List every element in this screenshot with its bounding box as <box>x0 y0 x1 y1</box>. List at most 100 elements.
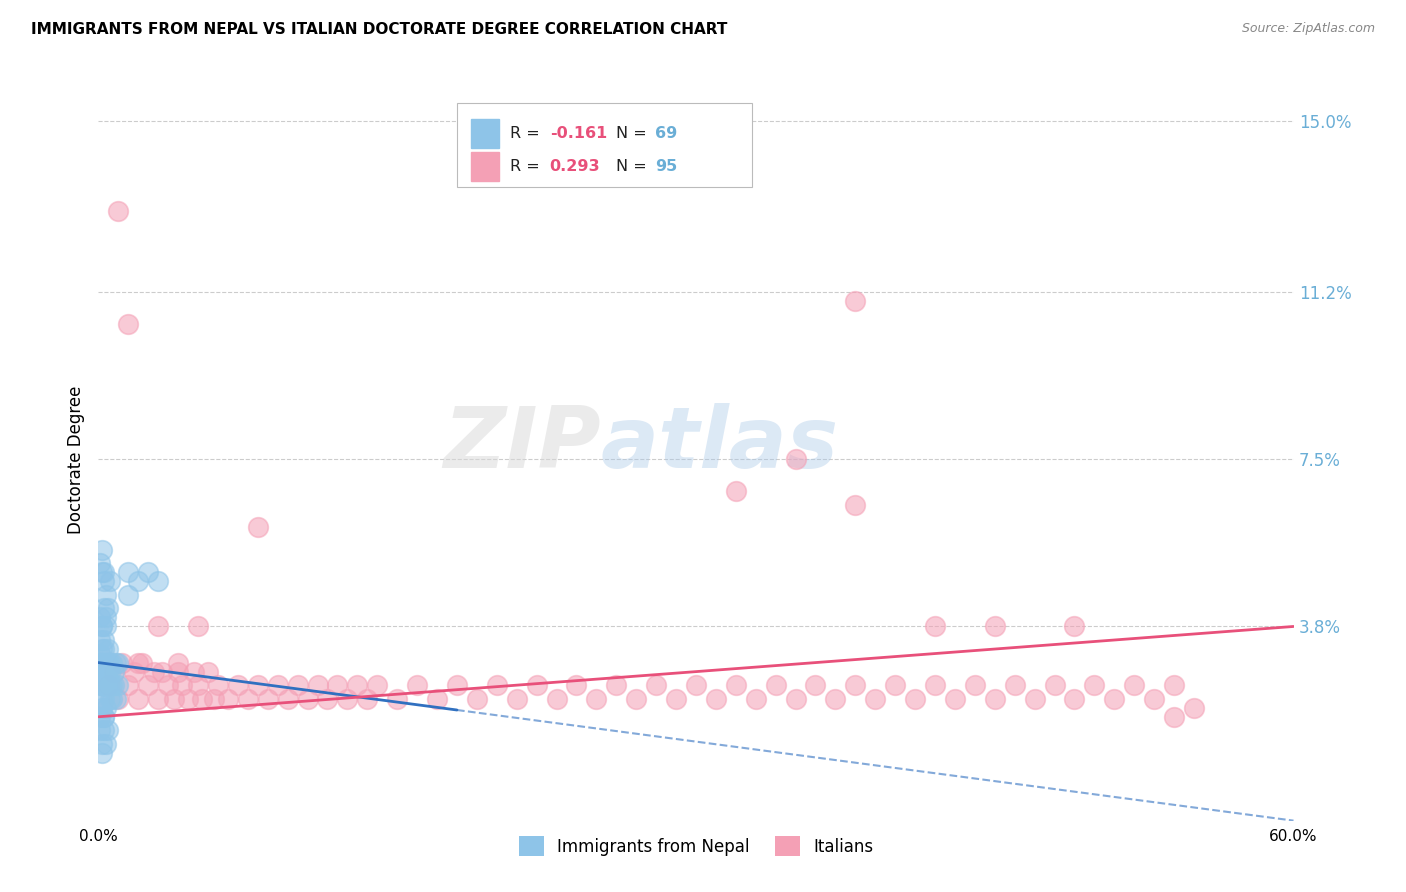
Text: R =: R = <box>510 126 546 141</box>
Point <box>207 678 229 692</box>
Point <box>785 452 807 467</box>
Point <box>366 678 388 692</box>
Point <box>406 678 429 692</box>
Point <box>93 691 115 706</box>
Point <box>963 678 986 692</box>
Point <box>804 678 827 692</box>
Text: R =: R = <box>510 159 546 174</box>
Point <box>724 483 747 498</box>
Point <box>107 678 129 692</box>
Point <box>1163 678 1185 692</box>
Point <box>105 656 128 670</box>
Point <box>326 678 349 692</box>
Point <box>96 619 118 633</box>
Point <box>103 665 125 679</box>
Point <box>117 317 139 331</box>
Point <box>157 678 180 692</box>
Point <box>131 656 153 670</box>
Point <box>336 691 359 706</box>
Point <box>107 691 129 706</box>
Point <box>1182 700 1205 714</box>
Point <box>307 678 329 692</box>
Point <box>93 710 115 724</box>
Point <box>844 678 866 692</box>
Point <box>297 691 319 706</box>
Point <box>89 647 111 661</box>
Point <box>316 691 339 706</box>
Point <box>98 691 122 706</box>
Point <box>148 574 170 589</box>
Text: N =: N = <box>616 159 652 174</box>
Point <box>97 678 120 692</box>
Point <box>217 691 239 706</box>
Point <box>93 574 115 589</box>
Point <box>150 665 173 679</box>
Point <box>277 691 299 706</box>
Point <box>246 678 269 692</box>
Point <box>665 691 688 706</box>
Point <box>93 678 115 692</box>
Point <box>924 619 946 633</box>
Point <box>91 642 114 657</box>
Point <box>97 723 120 738</box>
Point <box>865 691 887 706</box>
Point <box>465 691 488 706</box>
Point <box>89 723 111 738</box>
Point <box>96 737 118 751</box>
Point <box>546 691 568 706</box>
Point <box>187 619 209 633</box>
Point <box>226 678 249 692</box>
Point <box>93 642 115 657</box>
Point <box>103 678 125 692</box>
Point <box>96 665 118 679</box>
Point <box>183 665 205 679</box>
Point <box>984 619 1007 633</box>
Point <box>97 656 120 670</box>
Point <box>785 691 807 706</box>
Text: -0.161: -0.161 <box>550 126 607 141</box>
Point <box>91 656 114 670</box>
Text: IMMIGRANTS FROM NEPAL VS ITALIAN DOCTORATE DEGREE CORRELATION CHART: IMMIGRANTS FROM NEPAL VS ITALIAN DOCTORA… <box>31 22 727 37</box>
Point <box>148 691 170 706</box>
Point <box>111 656 134 670</box>
Point <box>127 691 149 706</box>
Point <box>98 678 122 692</box>
Point <box>704 691 727 706</box>
Point <box>177 691 200 706</box>
Point <box>117 566 139 580</box>
Point <box>287 678 309 692</box>
Point <box>1104 691 1126 706</box>
Point <box>107 204 129 219</box>
Point <box>356 691 378 706</box>
Point <box>96 678 118 692</box>
Point <box>246 520 269 534</box>
Point <box>91 737 114 751</box>
Point <box>97 642 120 657</box>
Point <box>101 656 124 670</box>
Text: 95: 95 <box>655 159 678 174</box>
Point <box>97 601 120 615</box>
Point <box>267 678 290 692</box>
Point <box>1063 619 1085 633</box>
Point <box>1063 691 1085 706</box>
Point <box>172 678 194 692</box>
Point <box>93 678 115 692</box>
Point <box>256 691 278 706</box>
Point <box>98 574 122 589</box>
Point <box>97 678 120 692</box>
Point <box>124 665 146 679</box>
Point <box>526 678 548 692</box>
Point <box>93 633 115 648</box>
Point <box>585 691 607 706</box>
Point <box>91 700 114 714</box>
Point <box>1083 678 1105 692</box>
Point <box>202 691 225 706</box>
Point <box>167 656 190 670</box>
Point <box>93 656 115 670</box>
Point <box>89 656 111 670</box>
Point <box>89 678 111 692</box>
Point <box>96 588 118 602</box>
Point <box>91 566 114 580</box>
Point <box>98 665 122 679</box>
Point <box>745 691 768 706</box>
